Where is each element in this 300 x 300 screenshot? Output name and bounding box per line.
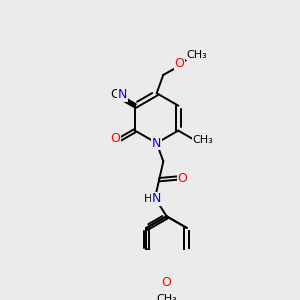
Text: O: O bbox=[178, 172, 188, 184]
Text: N: N bbox=[118, 88, 127, 101]
Text: N: N bbox=[152, 192, 161, 205]
Text: N: N bbox=[152, 136, 161, 150]
Text: O: O bbox=[174, 57, 184, 70]
Text: O: O bbox=[162, 275, 172, 289]
Text: CH₃: CH₃ bbox=[156, 294, 177, 300]
Text: C: C bbox=[111, 88, 119, 101]
Text: H: H bbox=[144, 194, 152, 204]
Text: O: O bbox=[111, 132, 121, 146]
Text: CH₃: CH₃ bbox=[192, 135, 213, 145]
Text: CH₃: CH₃ bbox=[186, 50, 207, 60]
